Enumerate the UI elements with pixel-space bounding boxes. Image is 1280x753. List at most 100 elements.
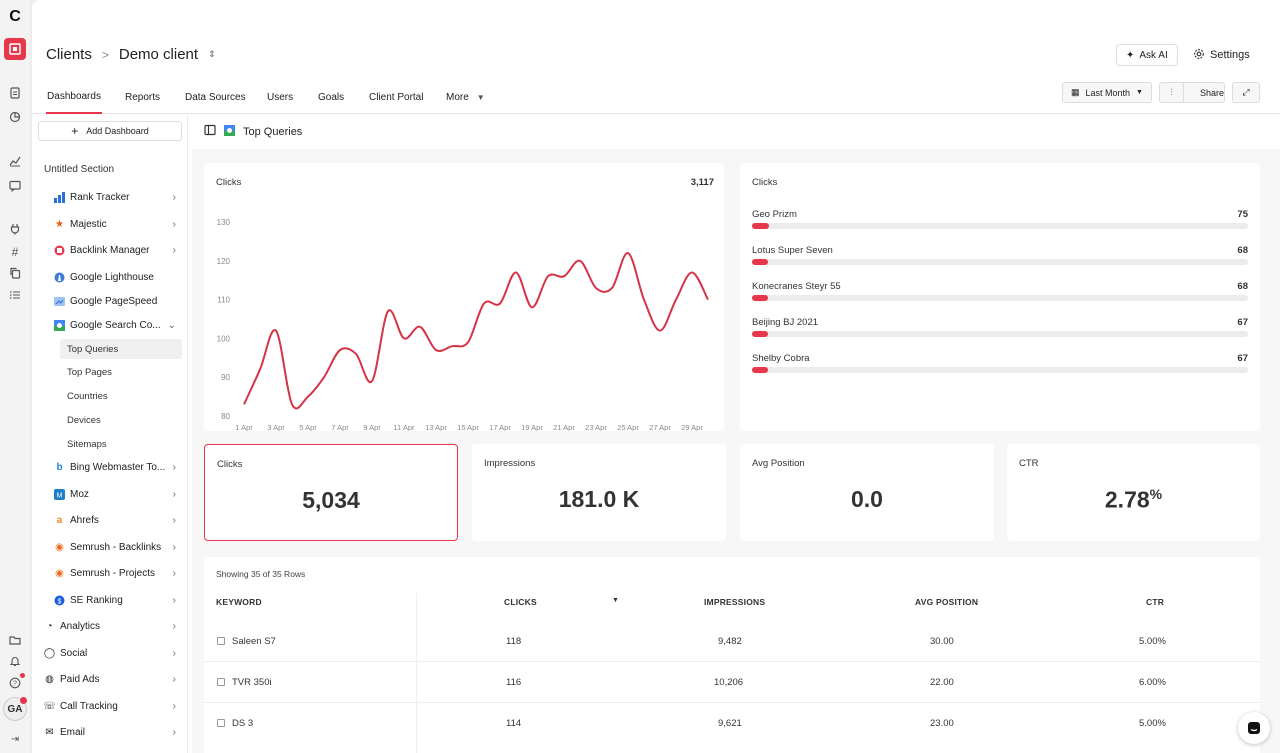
bar-fill (752, 295, 768, 301)
bar-row: Konecranes Steyr 55 68 (752, 281, 1248, 305)
kpi-value-suffix: % (1149, 486, 1163, 502)
sidebar-toggle-icon[interactable] (204, 124, 216, 139)
sidebar-item-ahrefs[interactable]: a Ahrefs › (54, 511, 180, 529)
sidebar-item-label: Moz (70, 488, 89, 500)
column-header-keyword[interactable]: KEYWORD (216, 597, 262, 607)
sidebar-subitem-sitemaps[interactable]: Sitemaps (67, 438, 107, 450)
message-icon[interactable] (7, 178, 23, 194)
expand-icon: ⤢ (1242, 87, 1250, 97)
settings-button[interactable]: Settings (1184, 44, 1259, 66)
pie-chart-icon[interactable] (7, 109, 23, 125)
avatar[interactable]: GA (3, 697, 27, 721)
column-header-impressions[interactable]: IMPRESSIONS (704, 597, 766, 607)
column-header-clicks[interactable]: CLICKS (504, 597, 537, 607)
table-row[interactable]: DS 3 114 9,621 23.00 5.00% (204, 703, 1260, 744)
updown-chevron-icon[interactable]: ⇕ (208, 49, 216, 59)
sidebar-subitem-top-pages[interactable]: Top Pages (67, 366, 112, 378)
sidebar-group-analytics[interactable]: ◔ Analytics › (44, 617, 180, 635)
chevron-right-icon: › (172, 244, 176, 256)
add-dashboard-button[interactable]: + Add Dashboard (38, 121, 182, 141)
ask-ai-button[interactable]: ✦ Ask AI (1116, 44, 1178, 66)
sidebar-item-se-ranking[interactable]: $ SE Ranking › (54, 591, 180, 609)
sidebar-item-google-pagespeed[interactable]: Google PageSpeed (54, 292, 180, 310)
bar-name: Lotus Super Seven (752, 245, 833, 256)
row-checkbox[interactable] (217, 678, 225, 686)
tab-more[interactable]: More ▼ (446, 80, 485, 114)
trend-icon[interactable] (7, 153, 23, 169)
help-icon[interactable]: ? (7, 673, 25, 691)
folder-icon[interactable] (7, 632, 23, 648)
sidebar-subitem-devices[interactable]: Devices (67, 414, 101, 426)
sidebar-item-google-search-console[interactable]: Google Search Co... ⌄ (54, 316, 180, 334)
sidebar-item-label: SE Ranking (70, 594, 123, 606)
kpi-value: 0.0 (851, 486, 883, 512)
tab-data-sources[interactable]: Data Sources (185, 91, 246, 103)
column-divider (416, 593, 417, 753)
sidebar-item-moz[interactable]: M Moz › (54, 485, 180, 503)
plug-icon[interactable] (7, 221, 23, 237)
tab-reports[interactable]: Reports (125, 91, 161, 103)
tab-goals[interactable]: Goals (318, 91, 345, 103)
fullscreen-button[interactable]: ⤢ (1232, 82, 1260, 103)
client-switcher[interactable]: Demo client (118, 46, 199, 63)
kpi-ctr[interactable]: CTR 2.78% (1007, 444, 1260, 541)
sidebar-item-google-lighthouse[interactable]: Google Lighthouse (54, 268, 180, 286)
sidebar-item-label: Google Lighthouse (70, 271, 154, 283)
table-row[interactable]: Saleen S7 118 9,482 30.00 5.00% (204, 621, 1260, 662)
sidebar-item-backlink-manager[interactable]: Backlink Manager › (54, 241, 180, 259)
sidebar-group-call-tracking[interactable]: ☏ Call Tracking › (43, 697, 180, 715)
clicks-line-chart-card[interactable]: Clicks 3,117 80 90 100 110 120 130 1 Apr 3 Apr 5… (204, 163, 724, 431)
row-checkbox[interactable] (217, 637, 225, 645)
reports-icon[interactable] (7, 85, 23, 101)
section-title[interactable]: Untitled Section (44, 164, 115, 175)
filter-icon[interactable]: ⫶ (1160, 83, 1184, 102)
sidebar-group-social[interactable]: ◯ Social › (44, 644, 180, 662)
sidebar-group-label: Analytics (60, 620, 101, 632)
kpi-impressions[interactable]: Impressions 181.0 K (472, 444, 726, 541)
paid-ads-icon: ◍ (45, 673, 54, 685)
share-button[interactable]: Share (1199, 87, 1224, 98)
clients-icon[interactable] (4, 38, 26, 60)
sidebar-group-label: Social (60, 647, 88, 659)
clicks-bar-list-card[interactable]: Clicks Geo Prizm 75 Lotus Super Seven 68 Kon… (740, 163, 1260, 431)
app-logo-icon[interactable]: C (9, 8, 21, 25)
sidebar-subitem-top-queries[interactable]: Top Queries (60, 339, 182, 359)
hash-icon[interactable]: # (11, 245, 19, 259)
tab-more-label: More (446, 91, 469, 103)
settings-label: Settings (1210, 49, 1250, 61)
chat-widget-button[interactable] (1238, 712, 1270, 744)
row-checkbox[interactable] (217, 719, 225, 727)
column-header-ctr[interactable]: CTR (1146, 597, 1165, 607)
kpi-avg-position[interactable]: Avg Position 0.0 (740, 444, 994, 541)
cell-keyword: DS 3 (232, 718, 254, 729)
sidebar-subitem-countries[interactable]: Countries (67, 390, 108, 402)
sidebar-item-rank-tracker[interactable]: Rank Tracker › (54, 188, 180, 206)
phone-icon: ☏ (43, 700, 56, 712)
ahrefs-icon: a (56, 514, 63, 526)
cell-avg-position: 22.00 (930, 677, 954, 688)
sidebar-item-semrush-projects[interactable]: ◉ Semrush - Projects › (54, 564, 180, 582)
tab-dashboards[interactable]: Dashboards (46, 80, 102, 114)
tab-users[interactable]: Users (267, 91, 294, 103)
cell-ctr: 5.00% (1139, 718, 1166, 729)
bell-icon[interactable] (7, 653, 23, 669)
sidebar-item-label: Bing Webmaster To... (70, 461, 166, 473)
sidebar-item-semrush-backlinks[interactable]: ◉ Semrush - Backlinks › (54, 538, 180, 556)
sidebar-item-majestic[interactable]: ★ Majestic › (54, 215, 180, 233)
sidebar-group-email[interactable]: ✉ Email › (44, 723, 180, 741)
sidebar-item-label: Majestic (70, 218, 107, 230)
tab-client-portal[interactable]: Client Portal (369, 91, 424, 103)
kpi-clicks[interactable]: Clicks 5,034 (204, 444, 458, 541)
sidebar-item-bing-webmaster[interactable]: b Bing Webmaster To... › (54, 458, 180, 476)
copy-icon[interactable] (7, 265, 23, 281)
sidebar-group-paid-ads[interactable]: ◍ Paid Ads › (44, 670, 180, 688)
collapse-rail-icon[interactable]: ⇥ (10, 733, 20, 745)
sort-desc-icon[interactable]: ▼ (612, 597, 620, 604)
column-header-avg-position[interactable]: AVG POSITION (915, 597, 979, 607)
table-row[interactable]: TVR 350i 116 10,206 22.00 6.00% (204, 662, 1260, 703)
breadcrumb-clients[interactable]: Clients (46, 46, 92, 63)
filter-share-group: ⫶ Share (1159, 82, 1225, 103)
kpi-value: 5,034 (302, 487, 360, 513)
date-range-select[interactable]: ▦ Last Month ▼ (1062, 82, 1152, 103)
list-icon[interactable] (7, 287, 23, 303)
